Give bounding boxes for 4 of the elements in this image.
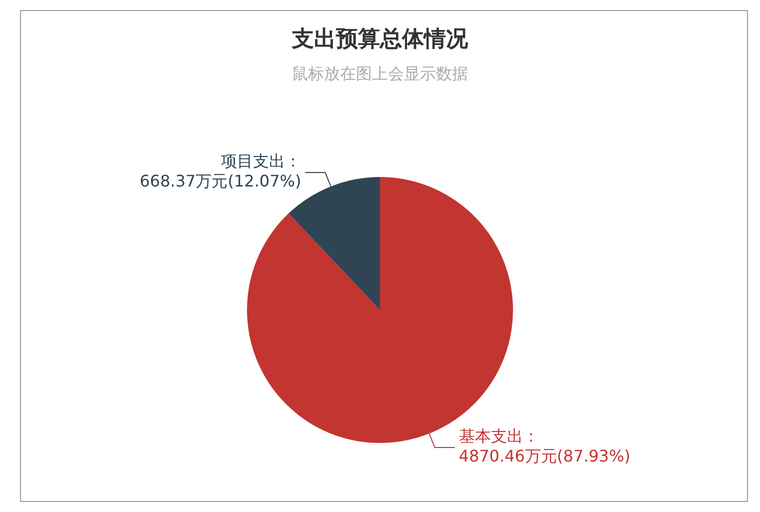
- chart-subtitle: 鼠标放在图上会显示数据: [291, 64, 469, 85]
- chart-title: 支出预算总体情况: [290, 26, 469, 54]
- slice-label: 基本支出： 4870.46万元(87.93%): [458, 426, 630, 466]
- slice-label: 项目支出： 668.37万元(12.07%): [140, 152, 302, 191]
